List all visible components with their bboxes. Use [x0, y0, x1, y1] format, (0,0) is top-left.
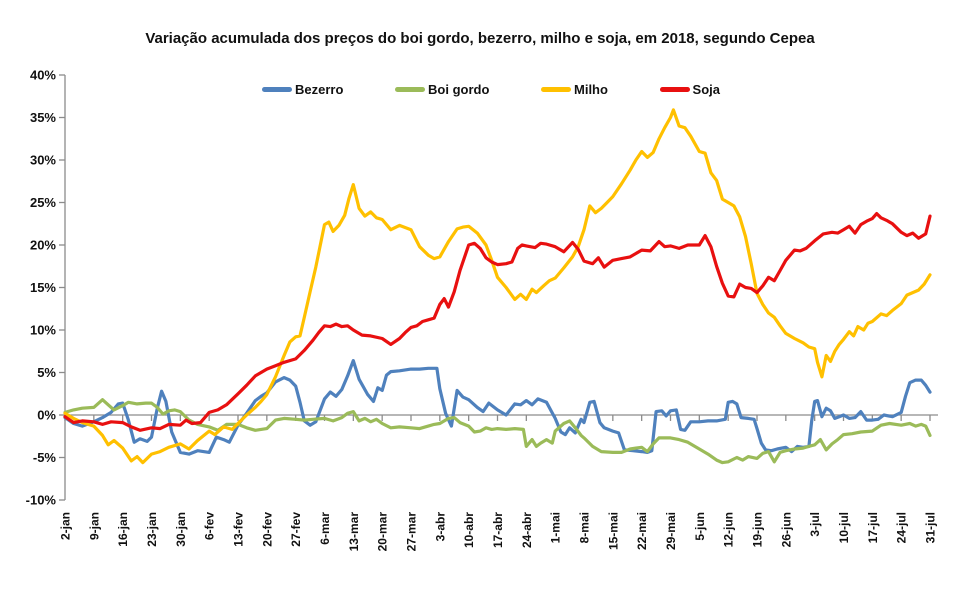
x-tick-label: 9-jan — [87, 512, 101, 540]
x-tick-label: 13-mar — [347, 512, 361, 552]
series-line-soja — [63, 212, 932, 432]
y-tick-label: -10% — [26, 493, 57, 508]
x-tick-label: 26-jun — [779, 512, 793, 547]
x-tick-label: 24-abr — [520, 512, 534, 548]
y-tick-label: 30% — [30, 153, 56, 168]
x-tick-label: 30-jan — [174, 512, 188, 547]
legend: Bezerro Boi gordo Milho Soja — [262, 82, 720, 97]
x-tick-label: 20-mar — [376, 512, 390, 552]
x-tick-label: 8-mai — [577, 512, 591, 543]
y-tick-label: 40% — [30, 68, 56, 83]
x-tick-label: 6-mar — [318, 512, 332, 545]
y-tick-label: 0% — [37, 408, 56, 423]
soja-line-swatch-icon — [659, 87, 690, 92]
x-tick-label: 10-abr — [462, 512, 476, 548]
y-tick-label: 5% — [37, 365, 56, 380]
y-tick-label: 10% — [30, 323, 56, 338]
legend-item-bezerro: Bezerro — [262, 82, 343, 97]
legend-item-milho: Milho — [541, 82, 608, 97]
x-tick-label: 22-mai — [635, 512, 649, 550]
x-tick-label: 3-jul — [808, 512, 822, 537]
x-tick-label: 12-jun — [722, 512, 736, 547]
x-tick-label: 13-fev — [231, 512, 245, 547]
y-tick-label: 20% — [30, 238, 56, 253]
y-tick-label: 35% — [30, 110, 56, 125]
x-tick-label: 6-fev — [203, 512, 217, 540]
x-tick-label: 5-jun — [693, 512, 707, 541]
boi-gordo-line-swatch-icon — [395, 87, 426, 92]
legend-item-soja: Soja — [659, 82, 720, 97]
x-tick-label: 1-mai — [549, 512, 563, 543]
legend-label-soja: Soja — [692, 82, 720, 97]
x-tick-label: 27-mar — [404, 512, 418, 552]
milho-line-swatch-icon — [541, 87, 571, 92]
bezerro-line-swatch-icon — [262, 87, 292, 92]
x-tick-label: 24-jul — [895, 512, 909, 543]
series-line-boi-gordo — [63, 398, 932, 465]
legend-item-boi-gordo: Boi gordo — [395, 82, 489, 97]
y-tick-label: 15% — [30, 280, 56, 295]
x-tick-label: 23-jan — [145, 512, 159, 547]
series-line-milho — [63, 108, 932, 465]
x-tick-label: 15-mai — [606, 512, 620, 550]
x-tick-label: 17-jul — [866, 512, 880, 543]
x-tick-label: 2-jan — [59, 512, 73, 540]
x-tick-label: 10-jul — [837, 512, 851, 543]
y-tick-label: -5% — [33, 450, 57, 465]
x-tick-label: 31-jul — [923, 512, 937, 543]
x-tick-label: 20-fev — [260, 512, 274, 547]
legend-label-milho: Milho — [574, 82, 608, 97]
legend-label-bezerro: Bezerro — [295, 82, 344, 97]
x-tick-label: 16-jan — [116, 512, 130, 547]
x-tick-label: 19-jun — [750, 512, 764, 547]
x-tick-label: 27-fev — [289, 512, 303, 547]
legend-label-boi-gordo: Boi gordo — [428, 82, 490, 97]
x-tick-label: 3-abr — [433, 512, 447, 542]
y-tick-label: 25% — [30, 195, 56, 210]
x-tick-label: 17-abr — [491, 512, 505, 548]
x-tick-label: 29-mai — [664, 512, 678, 550]
chart-title: Variação acumulada dos preços do boi gor… — [145, 30, 815, 47]
series-line-bezerro — [63, 359, 932, 456]
